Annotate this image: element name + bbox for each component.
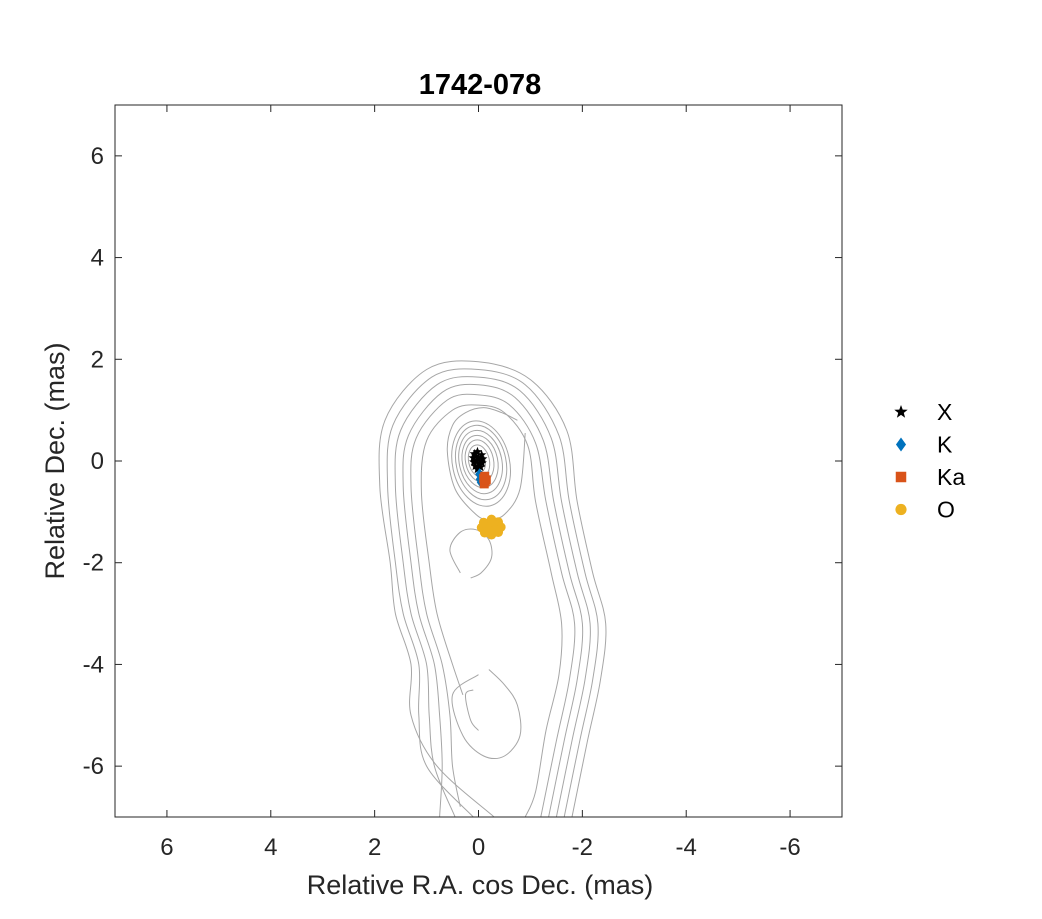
data-point-x-2 [468, 452, 479, 462]
contour-core-0 [451, 420, 511, 507]
data-point-x-9 [476, 449, 487, 459]
contour-line-1 [386, 368, 599, 817]
legend: XK Ka O [894, 399, 965, 523]
tick-layer: 6 4 2 0 -2 -4 -6 -6 -4 -2 0 2 4 6 [83, 105, 842, 861]
data-point-x-11 [471, 456, 482, 465]
contour-line-5 [420, 404, 563, 817]
data-point-x-3 [469, 457, 479, 467]
x-tick-label: 0 [472, 834, 485, 861]
y-tick-label: 6 [91, 143, 104, 170]
contour-line-6 [464, 689, 479, 731]
x-tick-label: -2 [572, 834, 593, 861]
chart-title: 1742-078 [419, 69, 542, 101]
data-point-x-12 [474, 459, 485, 469]
y-tick-label: 0 [91, 448, 104, 475]
y-tick-label: -4 [83, 651, 104, 678]
data-point-o-11 [484, 525, 494, 536]
data-point-x-13 [471, 450, 481, 460]
plot-area: 6 4 2 0 -2 -4 -6 -6 -4 -2 0 2 4 6 [83, 104, 843, 861]
x-tick-label: 2 [368, 834, 381, 861]
y-tick-label: -2 [83, 550, 104, 577]
y-tick-label: 2 [91, 346, 104, 373]
contour-line-2 [394, 376, 591, 817]
x-tick-label: -6 [779, 834, 800, 861]
data-point-x-1 [469, 448, 480, 458]
x-tick-label: 6 [160, 834, 173, 861]
y-axis-label: Relative Dec. (mas) [40, 342, 70, 579]
data-point-x-8 [477, 454, 488, 463]
legend-label-k: K [937, 432, 953, 458]
legend-marker-x [894, 405, 908, 418]
y-tick-label: -6 [83, 753, 104, 780]
legend-marker-o [895, 503, 907, 516]
data-point-x-0 [472, 446, 483, 456]
legend-label-ka: Ka [937, 464, 965, 490]
contour-line-4 [410, 393, 576, 817]
contour-line-7 [451, 669, 522, 760]
contour-line-9 [446, 407, 526, 520]
x-axis-label: Relative R.A. cos Dec. (mas) [307, 870, 654, 900]
legend-label-x: X [937, 399, 952, 425]
contour-layer [378, 360, 607, 817]
y-tick-label: 4 [91, 245, 104, 272]
data-point-x-4 [470, 461, 481, 471]
legend-label-o: O [937, 497, 955, 523]
x-tick-label: 4 [264, 834, 277, 861]
marker-layer [468, 446, 506, 540]
legend-marker-k [895, 437, 907, 452]
data-point-x-5 [472, 464, 483, 474]
data-point-ka-4 [480, 471, 490, 481]
legend-marker-ka [895, 471, 907, 483]
data-point-x-10 [473, 453, 484, 463]
contour-line-3 [402, 383, 584, 817]
x-tick-label: -4 [676, 834, 697, 861]
contour-core-2 [458, 429, 503, 495]
contour-line-0 [378, 360, 607, 817]
contour-core-1 [454, 424, 508, 501]
